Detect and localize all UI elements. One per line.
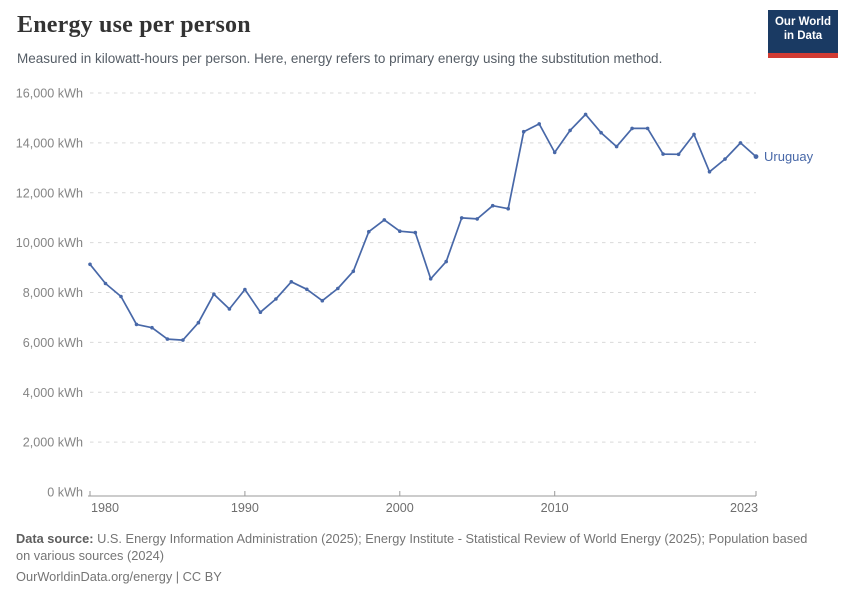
data-point[interactable] (289, 280, 294, 284)
data-point[interactable] (258, 310, 263, 315)
data-point[interactable] (475, 217, 480, 221)
license-link[interactable]: OurWorldinData.org/energy | CC BY (16, 569, 222, 584)
data-point[interactable] (428, 277, 433, 281)
data-point[interactable] (614, 144, 619, 149)
data-point[interactable] (568, 128, 572, 133)
data-point[interactable] (583, 112, 588, 117)
chart-title: Energy use per person (17, 12, 251, 38)
data-point[interactable] (320, 298, 325, 303)
data-source-label: Data source: (16, 531, 94, 546)
data-point[interactable] (305, 287, 309, 292)
data-point[interactable] (398, 229, 402, 233)
data-point[interactable] (537, 122, 541, 126)
data-point[interactable] (134, 322, 139, 327)
data-source-text: U.S. Energy Information Administration (… (16, 531, 808, 563)
logo-line-2: in Data (783, 30, 823, 42)
x-axis-label: 1990 (231, 501, 259, 515)
data-point[interactable] (692, 132, 696, 137)
data-point[interactable] (599, 130, 603, 135)
y-axis-label: 12,000 kWh (16, 186, 83, 200)
y-axis-label: 4,000 kWh (23, 386, 83, 400)
data-point[interactable] (212, 292, 216, 297)
data-source-line: Data source: U.S. Energy Information Adm… (16, 531, 816, 564)
data-point[interactable] (459, 216, 464, 220)
data-point[interactable] (165, 337, 170, 341)
entity-label[interactable]: Uruguay (764, 149, 814, 164)
y-axis-label: 8,000 kWh (23, 286, 83, 300)
logo-line-1: Our World (774, 16, 831, 28)
data-point[interactable] (521, 129, 526, 134)
data-point[interactable] (707, 170, 712, 174)
y-axis-label: 14,000 kWh (16, 136, 83, 150)
data-point[interactable] (413, 230, 418, 235)
data-point[interactable] (661, 152, 665, 156)
series-line-uruguay[interactable] (89, 113, 757, 341)
y-axis-label: 6,000 kWh (23, 336, 83, 350)
data-point[interactable] (196, 320, 201, 325)
data-point[interactable] (382, 218, 387, 222)
y-axis-label: 16,000 kWh (16, 87, 83, 101)
y-axis-label: 0 kWh (47, 486, 83, 500)
owid-logo[interactable]: Our World in Data (768, 10, 838, 58)
data-point[interactable] (274, 297, 278, 301)
data-point[interactable] (630, 126, 634, 131)
x-axis-label: 2010 (541, 501, 569, 515)
chart-footer: Data source: U.S. Energy Information Adm… (16, 531, 816, 584)
x-axis-label: 2000 (386, 501, 414, 515)
data-point[interactable] (227, 307, 232, 311)
data-point[interactable] (444, 259, 449, 264)
data-point[interactable] (181, 338, 185, 342)
data-point[interactable] (367, 229, 371, 234)
x-axis-label: 2023 (730, 501, 758, 515)
y-axis-label: 10,000 kWh (16, 236, 83, 250)
data-point[interactable] (645, 126, 650, 131)
data-point[interactable] (490, 203, 495, 208)
data-point[interactable] (150, 325, 154, 330)
data-point[interactable] (88, 262, 92, 267)
data-point[interactable] (506, 206, 511, 211)
data-point[interactable] (676, 152, 681, 157)
data-point[interactable] (103, 281, 108, 286)
data-point[interactable] (552, 150, 557, 155)
data-point[interactable] (738, 141, 743, 145)
chart-subtitle: Measured in kilowatt-hours per person. H… (17, 51, 663, 66)
x-axis-label: 1980 (91, 501, 119, 515)
data-point[interactable] (243, 287, 247, 292)
data-point[interactable] (351, 269, 356, 274)
data-point[interactable] (753, 154, 759, 160)
data-point[interactable] (119, 294, 123, 299)
data-point[interactable] (723, 157, 727, 161)
data-point[interactable] (336, 286, 340, 291)
y-axis-label: 2,000 kWh (23, 436, 83, 450)
